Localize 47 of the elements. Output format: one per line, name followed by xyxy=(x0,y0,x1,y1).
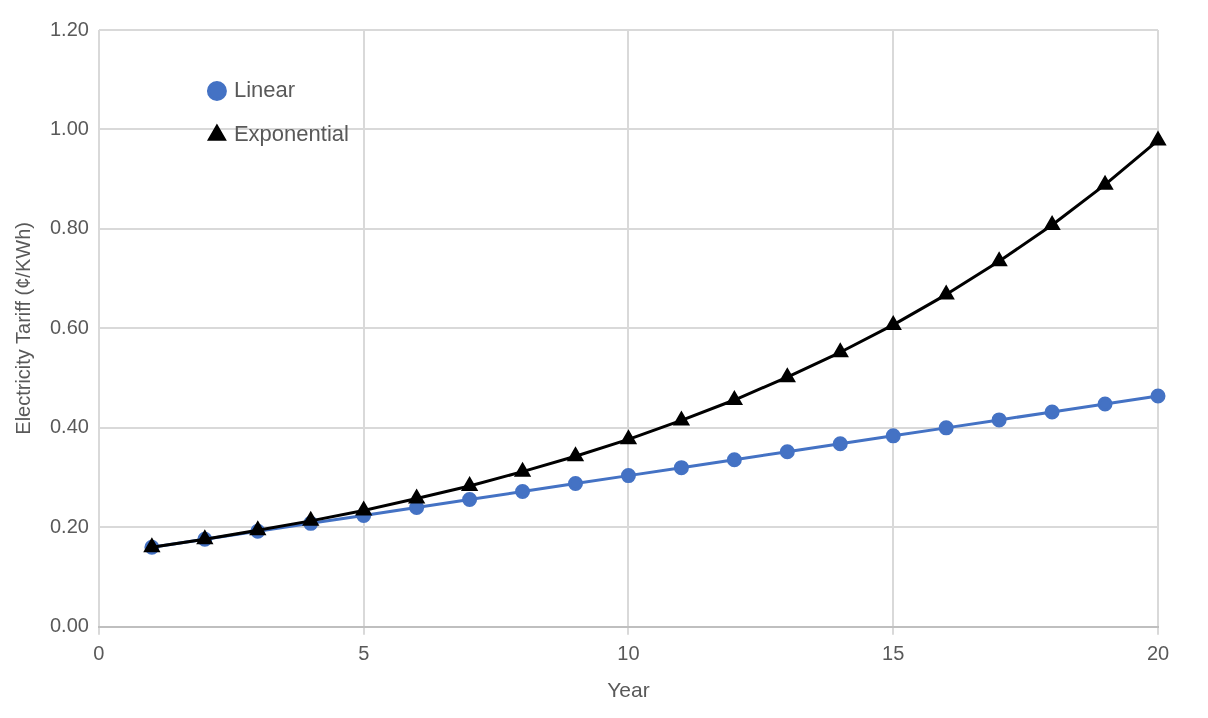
x-tick-label: 10 xyxy=(617,642,640,665)
point xyxy=(938,420,954,436)
y-tick-label: 1.20 xyxy=(49,17,89,40)
y-tick-label: 1.00 xyxy=(49,116,89,139)
y-tick-label: 0.40 xyxy=(49,415,89,438)
y-tick-label: 0.80 xyxy=(49,216,89,239)
point xyxy=(515,484,531,500)
point xyxy=(620,468,636,484)
x-tick-label: 20 xyxy=(1146,642,1170,665)
point xyxy=(514,463,531,477)
point xyxy=(885,428,901,444)
point xyxy=(409,489,425,504)
point xyxy=(1044,216,1060,230)
point xyxy=(779,368,795,383)
x-tick-label: 0 xyxy=(93,642,105,665)
point xyxy=(991,252,1007,267)
point xyxy=(567,447,584,462)
point xyxy=(462,477,478,492)
legend-label: Exponential xyxy=(233,121,349,147)
point xyxy=(938,286,954,300)
legend-label: Linear xyxy=(233,77,296,103)
point xyxy=(356,501,372,516)
point xyxy=(1097,176,1113,190)
point xyxy=(726,452,742,468)
point xyxy=(568,476,584,492)
point xyxy=(1150,388,1166,404)
point xyxy=(462,491,478,507)
x-tick-label: 5 xyxy=(358,642,370,665)
point xyxy=(832,436,848,452)
point xyxy=(673,460,689,476)
x-tick-label: 15 xyxy=(882,642,905,665)
point xyxy=(1097,396,1113,412)
point xyxy=(885,316,901,330)
point xyxy=(620,430,637,445)
y-tick-label: 0.00 xyxy=(49,614,89,637)
point xyxy=(673,411,689,426)
y-tick-label: 0.60 xyxy=(49,315,89,338)
point xyxy=(726,391,742,406)
point xyxy=(1150,131,1166,146)
point xyxy=(991,412,1007,428)
y-tick-label: 0.20 xyxy=(49,514,89,537)
x-axis-title: Year xyxy=(607,678,650,702)
y-axis-title: Electricity Tariff (¢/KWh) xyxy=(11,222,34,435)
point xyxy=(779,444,795,460)
point xyxy=(303,512,319,526)
point xyxy=(1044,404,1060,420)
point xyxy=(832,343,848,358)
